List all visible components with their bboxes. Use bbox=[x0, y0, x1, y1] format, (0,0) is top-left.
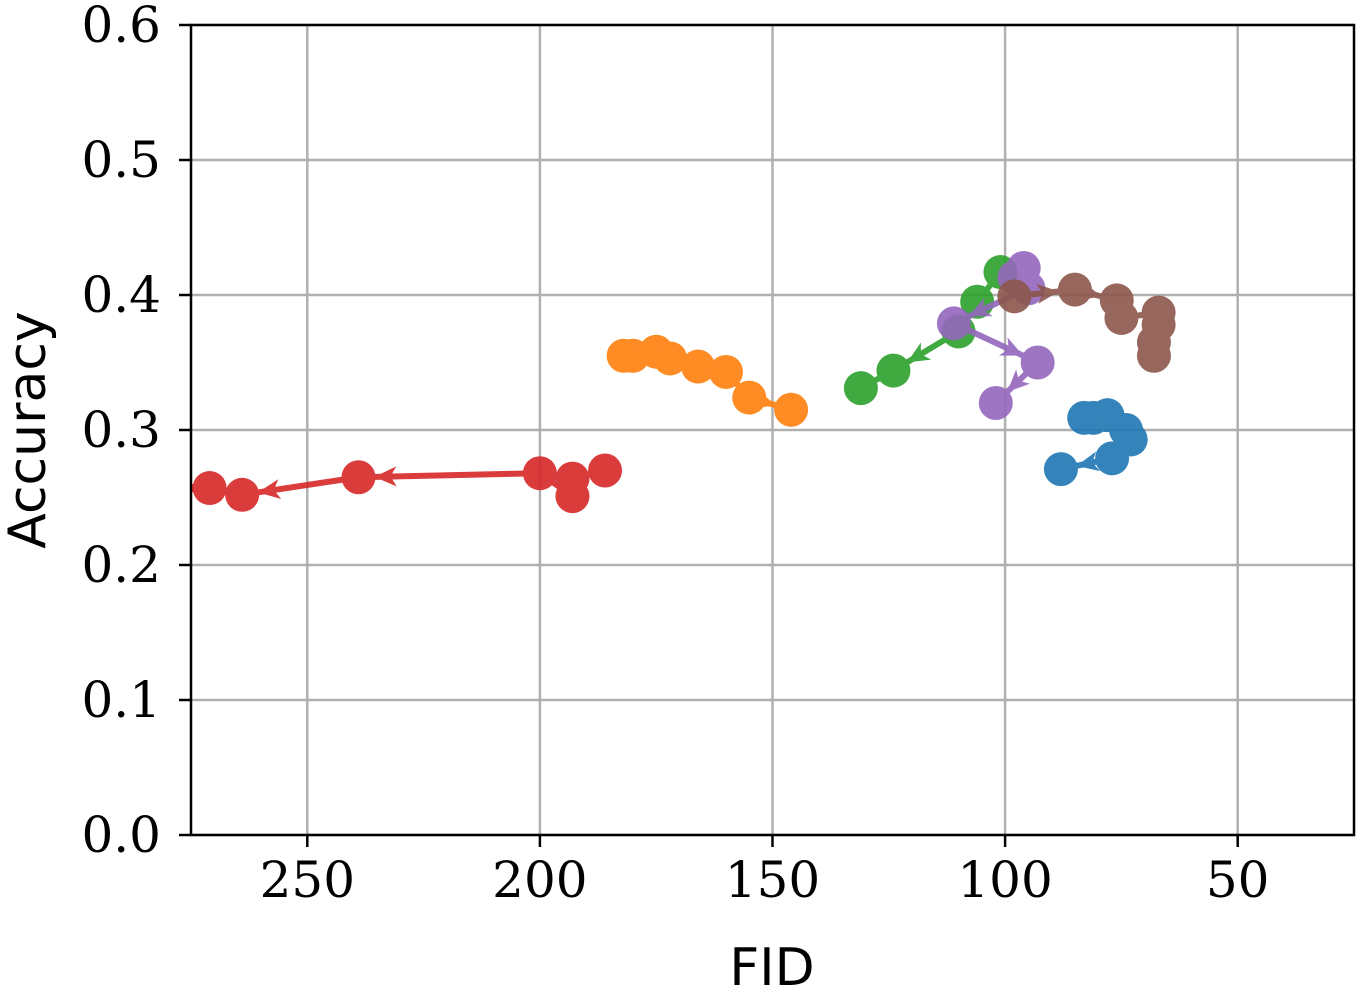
series-2 bbox=[843, 255, 1018, 406]
data-point bbox=[192, 471, 227, 506]
data-point bbox=[1020, 345, 1055, 380]
data-point bbox=[341, 460, 376, 495]
data-point bbox=[681, 349, 716, 384]
data-point bbox=[588, 453, 623, 488]
data-point bbox=[997, 279, 1032, 314]
data-point bbox=[1136, 338, 1171, 373]
y-tick-label: 0.6 bbox=[81, 0, 161, 54]
trajectory-arrowhead bbox=[1007, 369, 1031, 392]
trajectory-arrowhead bbox=[1076, 451, 1101, 472]
data-point bbox=[708, 354, 743, 389]
data-point bbox=[1057, 272, 1092, 307]
x-tick-label: 50 bbox=[1206, 851, 1270, 909]
data-point bbox=[843, 371, 878, 406]
y-tick-label: 0.5 bbox=[81, 131, 161, 189]
y-tick-label: 0.4 bbox=[81, 266, 161, 324]
y-tick-label: 0.2 bbox=[81, 536, 161, 594]
trajectory-arrowhead bbox=[1036, 283, 1059, 304]
data-point bbox=[876, 353, 911, 388]
trajectory-arrowhead bbox=[374, 466, 397, 487]
axis-ticks: 250 200 150 100 50 0.0 0.1 0.2 0.3 0.4 0.5 0.6 bbox=[81, 0, 1269, 909]
data-point bbox=[1095, 441, 1130, 476]
trajectory-arrowhead bbox=[907, 342, 932, 363]
grid bbox=[191, 23, 1354, 837]
y-axis-label: Accuracy bbox=[0, 311, 58, 548]
y-tick-label: 0.0 bbox=[81, 806, 161, 864]
data-point bbox=[653, 341, 688, 376]
x-tick-label: 250 bbox=[260, 851, 355, 909]
data-point bbox=[225, 477, 260, 512]
data-point bbox=[555, 479, 590, 514]
data-point bbox=[1043, 452, 1078, 487]
data-point bbox=[774, 392, 809, 427]
data-point bbox=[522, 456, 557, 491]
data-point bbox=[1067, 400, 1102, 435]
series-layer bbox=[151, 251, 1176, 514]
series-5 bbox=[997, 272, 1176, 373]
series-1 bbox=[606, 334, 809, 427]
y-tick-label: 0.3 bbox=[81, 401, 161, 459]
y-tick-label: 0.1 bbox=[81, 671, 161, 729]
series-0 bbox=[1043, 398, 1148, 487]
x-axis-label: FID bbox=[729, 938, 814, 998]
data-point bbox=[1104, 300, 1139, 335]
data-point bbox=[978, 386, 1013, 420]
data-point bbox=[732, 380, 767, 415]
x-tick-label: 150 bbox=[725, 851, 820, 909]
trajectory-arrowhead bbox=[257, 479, 282, 500]
data-point bbox=[936, 306, 971, 341]
x-tick-label: 100 bbox=[957, 851, 1052, 909]
series-3 bbox=[151, 453, 623, 514]
x-tick-label: 200 bbox=[492, 851, 587, 909]
data-point bbox=[1109, 413, 1144, 447]
data-point bbox=[151, 471, 185, 505]
trajectory-arrowhead bbox=[999, 337, 1024, 356]
trajectory-arrowhead bbox=[968, 298, 993, 317]
